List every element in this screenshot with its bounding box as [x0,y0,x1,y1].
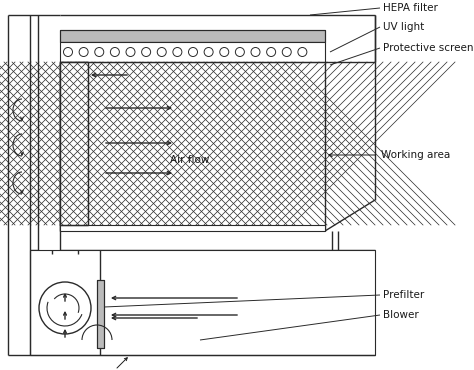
Bar [30,250,375,355]
Text: Working area: Working area [381,150,450,160]
Bar [97,280,104,348]
Bar [60,30,325,42]
Text: Prefilter: Prefilter [383,290,424,300]
Text: Blower: Blower [383,310,419,320]
Bar [60,42,325,62]
Bar [60,62,88,225]
Bar [60,62,88,225]
Bar [60,30,325,42]
Text: UV light: UV light [383,22,424,32]
Bar [97,280,104,348]
Bar [60,225,325,231]
Text: HEPA filter: HEPA filter [383,3,438,13]
Text: Protective screen: Protective screen [383,43,474,53]
Text: Air flow: Air flow [170,155,210,165]
